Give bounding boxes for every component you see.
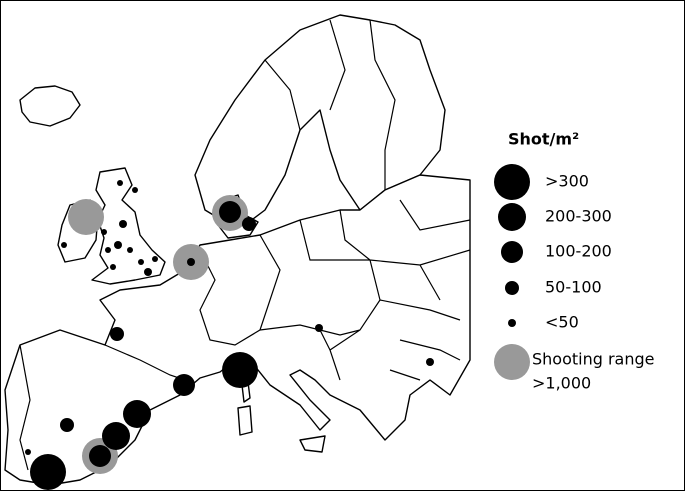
legend-label: Shooting range: [532, 350, 655, 369]
legend-symbol: [508, 319, 516, 327]
shooting-range: [68, 199, 104, 235]
legend-label: 100-200: [545, 242, 612, 261]
legend-label: >300: [545, 172, 589, 191]
shot-sites: [25, 180, 434, 490]
sicily: [299, 435, 326, 453]
legend-symbol: [501, 241, 523, 263]
legend-symbol: [494, 164, 530, 200]
legend-label: 200-300: [545, 207, 612, 226]
legend-symbol: [498, 203, 526, 231]
legend-label: 50-100: [545, 278, 602, 297]
legend-label: <50: [545, 313, 579, 332]
legend-symbol: [494, 344, 530, 380]
sardinia: [237, 405, 253, 436]
iceland: [19, 85, 81, 127]
landmass: [4, 14, 471, 486]
sites: [25, 180, 434, 490]
legend-symbol: [505, 281, 519, 295]
legend-label: >1,000: [532, 374, 591, 393]
legend: Shot/m² >300 200-300 100-200 50-100 <50 …: [494, 130, 655, 393]
continent: [4, 174, 471, 486]
legend-title: Shot/m²: [508, 130, 579, 149]
